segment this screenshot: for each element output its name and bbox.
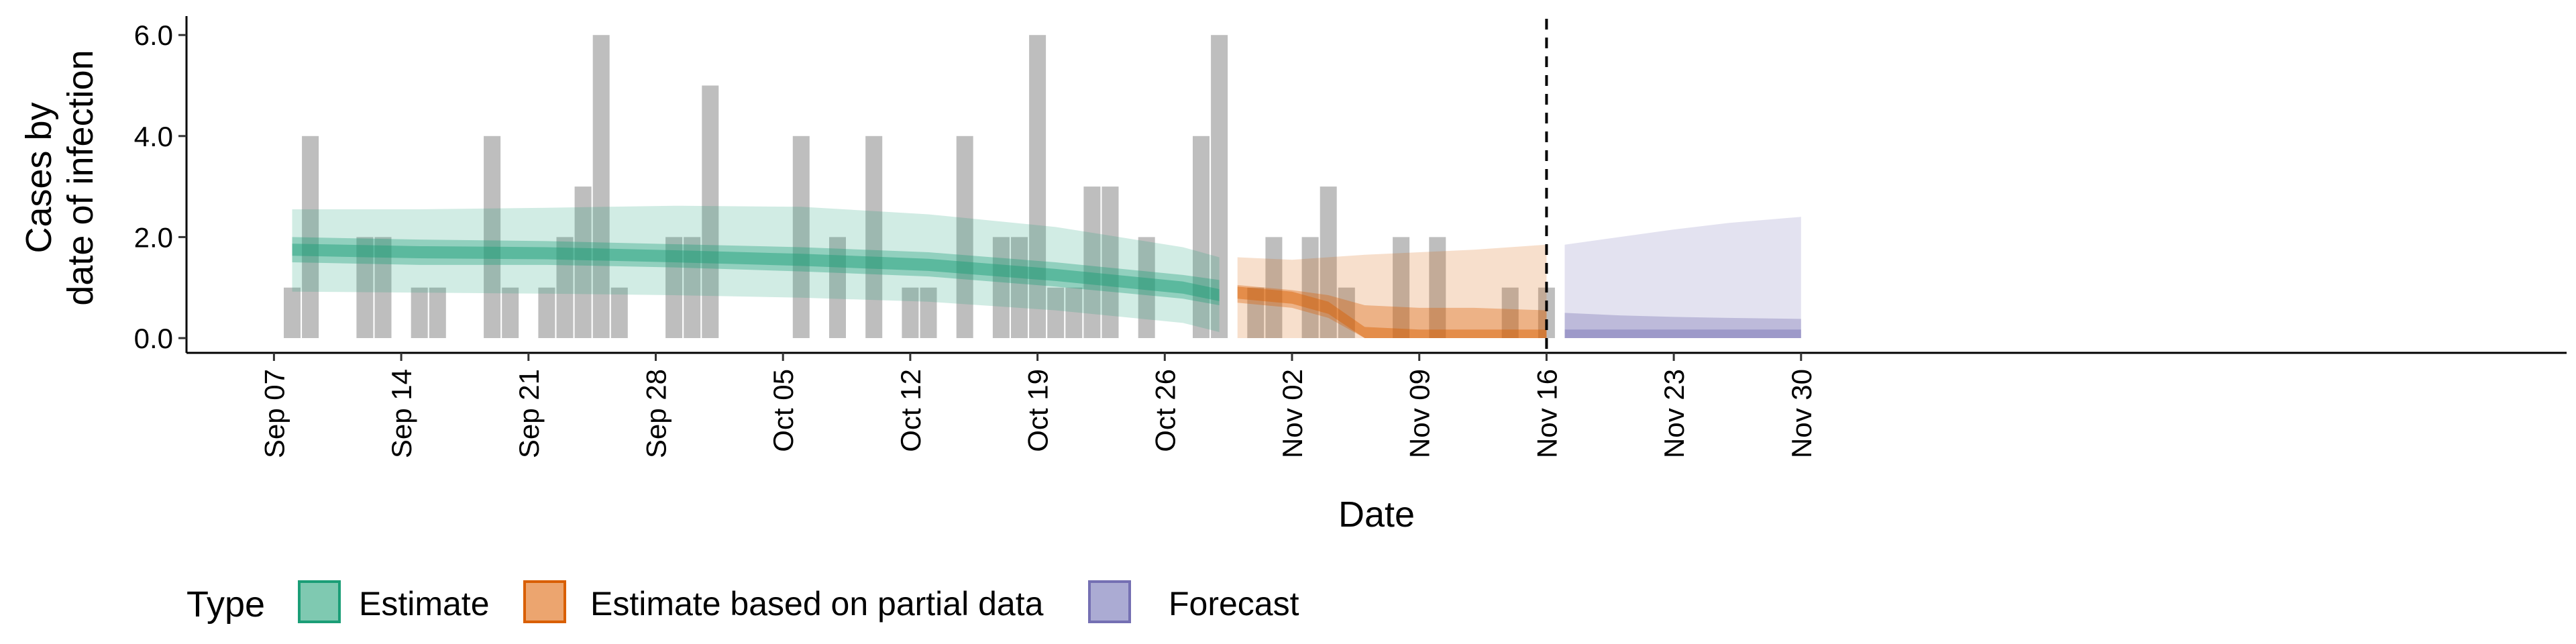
bar	[1501, 287, 1519, 338]
x-tick-label: Nov 09	[1404, 369, 1436, 458]
bar	[702, 85, 719, 338]
x-tick-label: Oct 26	[1149, 369, 1181, 452]
bar	[592, 35, 610, 338]
axes: 0.0 2.0 4.0 6.0 Sep 07 Sep 14 Sep 21 Sep 28 Oct …	[134, 16, 2567, 458]
bar	[792, 136, 810, 339]
bar	[665, 237, 683, 338]
bar	[284, 287, 301, 338]
bar	[302, 136, 319, 339]
legend-label: Estimate	[359, 585, 490, 623]
legend: Type Estimate Estimate based on partial da…	[186, 580, 1299, 625]
bar	[1029, 35, 1046, 338]
bar	[1011, 237, 1028, 338]
bar	[1211, 35, 1228, 338]
bar	[1429, 237, 1446, 338]
legend-label: Estimate based on partial data	[590, 585, 1044, 623]
x-tick-label: Sep 14	[386, 369, 417, 458]
bar	[538, 287, 555, 338]
bar	[556, 237, 574, 338]
bar	[1265, 237, 1283, 338]
forecast-inner-band	[1564, 313, 1801, 338]
legend-key	[523, 580, 566, 623]
estimate-inner-band	[292, 237, 1220, 306]
bar	[1320, 186, 1337, 338]
x-tick-label: Sep 28	[641, 369, 672, 458]
x-axis-title: Date	[1338, 494, 1415, 535]
bar	[574, 186, 592, 338]
x-tick-label: Nov 16	[1531, 369, 1562, 458]
y-tick-label: 0.0	[134, 323, 173, 354]
bar	[684, 237, 701, 338]
estimate-outer-band	[292, 205, 1220, 332]
bar	[1247, 287, 1265, 338]
bar	[865, 136, 883, 339]
x-tick-label: Nov 30	[1786, 369, 1817, 458]
estimate-based-on-partial-data-outer-band	[1237, 244, 1547, 338]
y-axis-title-line-2: date of infection	[60, 50, 101, 305]
forecast-median-band	[1564, 329, 1801, 338]
bar	[429, 287, 446, 338]
legend-label: Forecast	[1169, 585, 1299, 623]
forecast-outer-band	[1564, 217, 1801, 338]
bar	[1138, 237, 1155, 338]
estimate-ribbons	[292, 205, 1801, 338]
bar	[1193, 136, 1210, 339]
estimate-median-band	[292, 244, 1220, 302]
y-axis-title-line-1: Cases by	[19, 102, 59, 253]
bar	[1047, 287, 1065, 338]
x-tick-label: Oct 05	[767, 369, 799, 452]
x-tick-label: Oct 12	[895, 369, 926, 452]
x-tick-label: Sep 07	[258, 369, 290, 458]
bar	[1102, 186, 1119, 338]
bar	[1065, 287, 1083, 338]
case-bars	[284, 35, 1555, 339]
legend-key	[298, 580, 341, 623]
bar	[1393, 237, 1410, 338]
bar	[1301, 237, 1319, 338]
bar	[956, 136, 973, 339]
legend-key	[1088, 580, 1131, 623]
bar	[502, 287, 519, 338]
bar	[411, 287, 428, 338]
y-tick-label: 4.0	[134, 121, 173, 152]
estimate-based-on-partial-data-median-band	[1237, 286, 1547, 338]
legend-title: Type	[186, 584, 265, 625]
x-tick-label: Oct 19	[1022, 369, 1054, 452]
bar	[484, 136, 501, 339]
bar	[992, 237, 1010, 338]
bar	[610, 287, 628, 338]
x-tick-label: Nov 02	[1277, 369, 1308, 458]
y-tick-label: 2.0	[134, 221, 173, 253]
bar	[1083, 186, 1101, 338]
bar	[1338, 287, 1355, 338]
x-tick-label: Nov 23	[1658, 369, 1690, 458]
bar	[829, 237, 846, 338]
bar	[356, 237, 374, 338]
bar	[902, 287, 919, 338]
bar	[920, 287, 937, 338]
y-tick-label: 6.0	[134, 19, 173, 51]
bar	[374, 237, 392, 338]
x-tick-label: Sep 21	[513, 369, 545, 458]
estimate-based-on-partial-data-inner-band	[1237, 284, 1547, 338]
